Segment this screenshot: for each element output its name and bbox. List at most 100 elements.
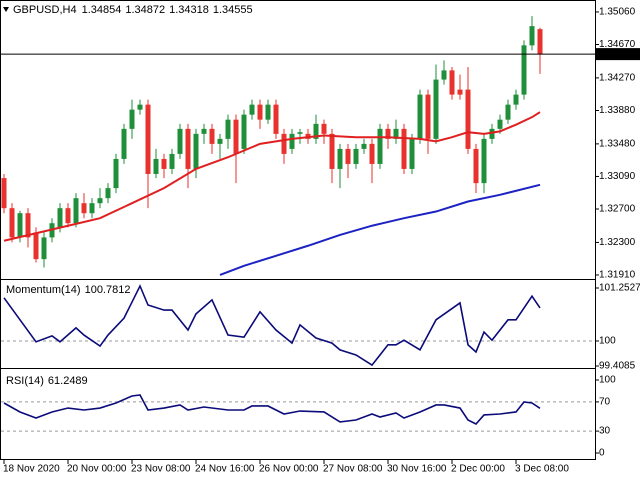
candle-body: [97, 198, 103, 204]
candle-body: [417, 94, 423, 139]
candle-body: [537, 29, 543, 55]
candle-body: [265, 104, 271, 120]
candle-body: [73, 198, 79, 224]
candle-body: [369, 143, 375, 164]
candle-body: [401, 128, 407, 169]
indicator-header: Momentum(14) 100.7812: [6, 284, 130, 296]
x-tick-label: 27 Nov 08:00: [323, 464, 383, 475]
candle-body: [329, 133, 335, 169]
y-tick-label: 1.32700: [599, 204, 636, 215]
candle-body: [233, 119, 239, 154]
indicator-name: RSI(14): [6, 375, 44, 387]
candle-body: [89, 203, 95, 214]
y-tick-label: 1.34270: [599, 73, 636, 84]
y-tick-label: 1.33090: [599, 171, 636, 182]
y-tick-label: 1.33480: [599, 139, 636, 150]
open-value: 1.34854: [82, 4, 122, 16]
candle-body: [137, 104, 143, 110]
candle-body: [193, 133, 199, 169]
x-tick-label: 18 Nov 2020: [3, 464, 60, 475]
candle-body: [153, 158, 159, 174]
candle-body: [169, 153, 175, 169]
candle-body: [41, 237, 47, 260]
candle-body: [345, 148, 351, 164]
candle-body: [337, 148, 343, 169]
candle-body: [497, 119, 503, 129]
y-tick-label: 1.34670: [599, 39, 636, 50]
candle-body: [9, 208, 15, 238]
x-tick-label: 20 Nov 00:00: [67, 464, 127, 475]
indicator-value: 61.2489: [48, 375, 88, 387]
y-tick-label: 100: [599, 336, 616, 347]
x-tick-label: 2 Dec 00:00: [451, 464, 505, 475]
current-price-label: 1.34555: [599, 49, 636, 60]
candle-body: [249, 104, 255, 115]
indicator-line: [3, 284, 541, 367]
candle-body: [121, 128, 127, 159]
dropdown-arrow[interactable]: [3, 7, 9, 12]
candle-body: [481, 138, 487, 184]
y-tick-label: 1.32300: [599, 237, 636, 248]
x-tick-label: 23 Nov 08:00: [131, 464, 191, 475]
indicator-line: [3, 111, 541, 242]
candle-body: [321, 123, 327, 134]
indicator-line: [219, 183, 541, 276]
candle-body: [313, 123, 319, 139]
y-tick-label: 70: [599, 397, 611, 408]
y-tick-label: 0: [599, 448, 605, 459]
x-tick-label: 30 Nov 16:00: [387, 464, 447, 475]
symbol: GBPUSD,H4: [13, 4, 77, 16]
x-tick-label: 24 Nov 16:00: [195, 464, 255, 475]
y-tick-label: 1.35060: [599, 7, 636, 18]
candle-body: [441, 70, 447, 80]
candle-body: [241, 114, 247, 149]
indicator-name: Momentum(14): [6, 284, 81, 296]
candle-body: [105, 188, 111, 199]
candle-body: [465, 89, 471, 149]
y-tick-label: 99.4085: [599, 361, 636, 372]
candle-body: [425, 94, 431, 139]
candle-body: [129, 109, 135, 129]
low-value: 1.34318: [169, 4, 209, 16]
candle-body: [473, 148, 479, 184]
candle-body: [17, 213, 23, 238]
candle-body: [529, 26, 535, 46]
candle-body: [521, 45, 527, 95]
candle-body: [353, 148, 359, 164]
candle-body: [409, 138, 415, 169]
candle-body: [177, 128, 183, 154]
candle-body: [25, 213, 31, 238]
candle-body: [505, 104, 511, 120]
close-value: 1.34555: [213, 4, 253, 16]
candle-body: [225, 119, 231, 139]
plot-frame: [0, 0, 596, 460]
candle-body: [257, 104, 263, 120]
candle-body: [57, 208, 63, 228]
indicator-header: RSI(14) 61.2489: [6, 375, 88, 387]
chart-header: GBPUSD,H4 1.34854 1.34872 1.34318 1.34555: [13, 4, 253, 16]
candle-body: [145, 104, 151, 174]
x-tick-label: 3 Dec 08:00: [515, 464, 569, 475]
candle-body: [161, 158, 167, 169]
high-value: 1.34872: [125, 4, 165, 16]
candle-body: [33, 232, 39, 260]
candle-body: [113, 158, 119, 189]
candle-body: [185, 128, 191, 169]
candle-body: [209, 128, 215, 144]
candle-body: [65, 208, 71, 224]
candle-body: [513, 94, 519, 105]
y-tick-label: 100: [599, 375, 616, 386]
candle-body: [217, 138, 223, 144]
candle-body: [449, 70, 455, 95]
x-tick-label: 26 Nov 00:00: [259, 464, 319, 475]
y-tick-label: 1.33880: [599, 105, 636, 116]
candle-body: [273, 104, 279, 134]
y-tick-label: 30: [599, 426, 611, 437]
y-tick-label: 1.31910: [599, 270, 636, 281]
candle-body: [385, 128, 391, 139]
candle-body: [457, 89, 463, 95]
indicator-value: 100.7812: [85, 284, 131, 296]
y-tick-label: 101.2527: [599, 283, 640, 294]
candle-body: [1, 178, 7, 209]
